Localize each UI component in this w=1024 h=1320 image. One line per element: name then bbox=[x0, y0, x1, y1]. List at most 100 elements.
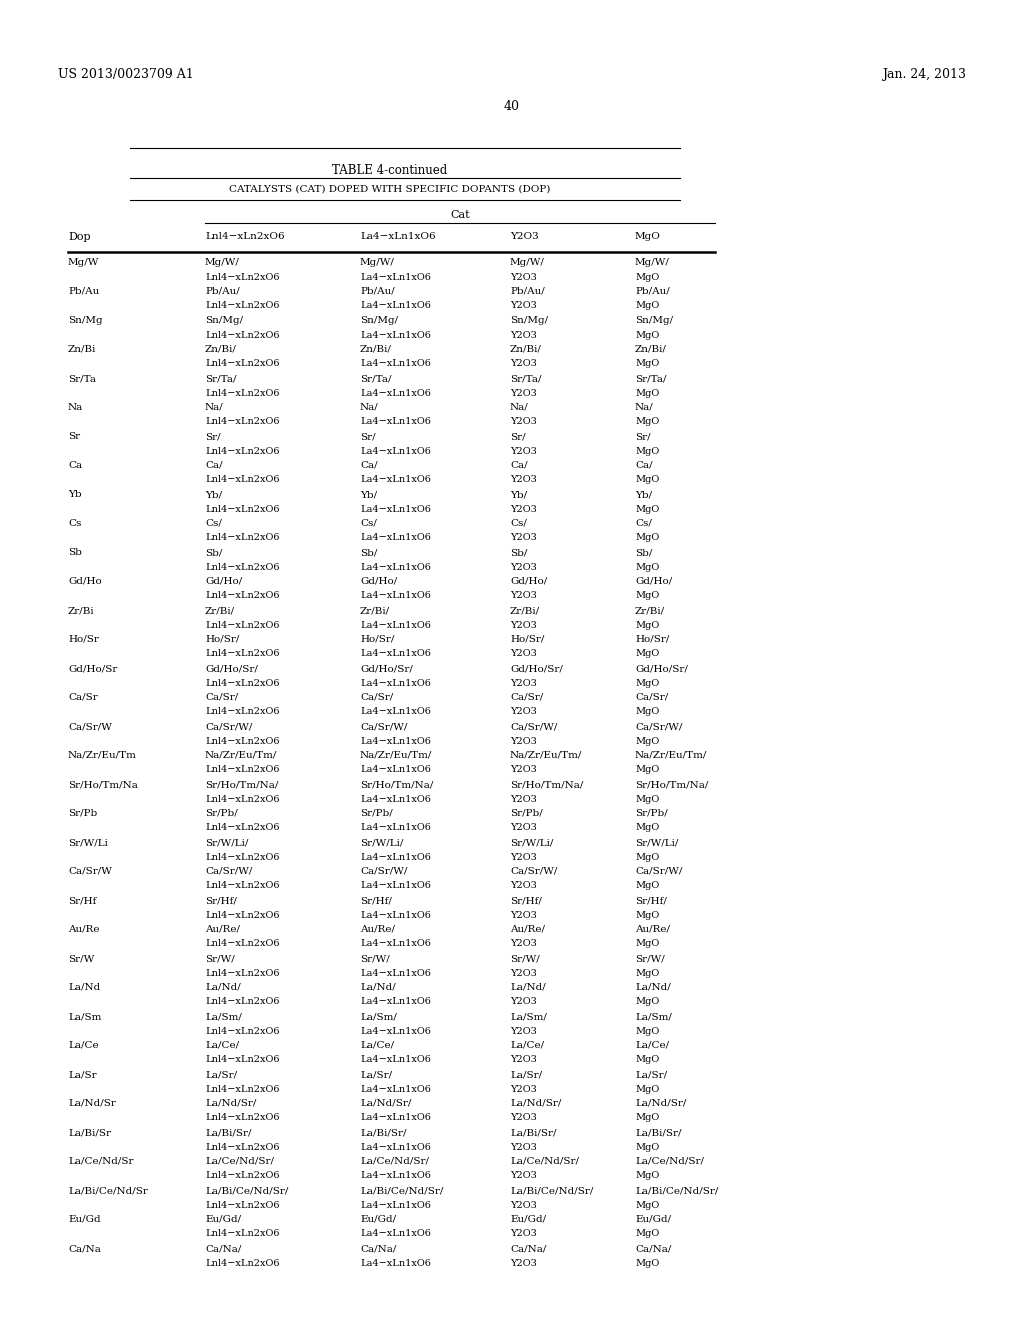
Text: La4−xLn1xO6: La4−xLn1xO6 bbox=[360, 766, 431, 775]
Text: La/Ce/: La/Ce/ bbox=[360, 1041, 394, 1049]
Text: Y2O3: Y2O3 bbox=[510, 232, 539, 242]
Text: Sr/Ta/: Sr/Ta/ bbox=[635, 374, 667, 383]
Text: Sr/Pb/: Sr/Pb/ bbox=[635, 809, 668, 818]
Text: Cs/: Cs/ bbox=[635, 519, 652, 528]
Text: La4−xLn1xO6: La4−xLn1xO6 bbox=[360, 1172, 431, 1180]
Text: Sr/: Sr/ bbox=[205, 432, 220, 441]
Text: Y2O3: Y2O3 bbox=[510, 562, 537, 572]
Text: Y2O3: Y2O3 bbox=[510, 1172, 537, 1180]
Text: MgO: MgO bbox=[635, 504, 659, 513]
Text: Na/: Na/ bbox=[510, 403, 528, 412]
Text: MgO: MgO bbox=[635, 1056, 659, 1064]
Text: Sr/: Sr/ bbox=[635, 432, 650, 441]
Text: La/Sr/: La/Sr/ bbox=[205, 1071, 238, 1078]
Text: Sr/W/: Sr/W/ bbox=[510, 954, 540, 964]
Text: Sn/Mg: Sn/Mg bbox=[68, 315, 102, 325]
Text: Y2O3: Y2O3 bbox=[510, 737, 537, 746]
Text: Ho/Sr/: Ho/Sr/ bbox=[510, 635, 545, 644]
Text: La/Ce: La/Ce bbox=[68, 1041, 98, 1049]
Text: Cat: Cat bbox=[451, 210, 470, 220]
Text: Zn/Bi/: Zn/Bi/ bbox=[510, 345, 542, 354]
Text: Y2O3: Y2O3 bbox=[510, 417, 537, 426]
Text: MgO: MgO bbox=[635, 1172, 659, 1180]
Text: Au/Re/: Au/Re/ bbox=[360, 925, 395, 935]
Text: La4−xLn1xO6: La4−xLn1xO6 bbox=[360, 853, 431, 862]
Text: Zr/Bi/: Zr/Bi/ bbox=[205, 606, 236, 615]
Text: La/Sr: La/Sr bbox=[68, 1071, 96, 1078]
Text: Ho/Sr: Ho/Sr bbox=[68, 635, 99, 644]
Text: La/Sr/: La/Sr/ bbox=[360, 1071, 392, 1078]
Text: La/Sm/: La/Sm/ bbox=[510, 1012, 547, 1020]
Text: Lnl4−xLn2xO6: Lnl4−xLn2xO6 bbox=[205, 766, 280, 775]
Text: Eu/Gd/: Eu/Gd/ bbox=[360, 1214, 396, 1224]
Text: Jan. 24, 2013: Jan. 24, 2013 bbox=[882, 69, 966, 81]
Text: La4−xLn1xO6: La4−xLn1xO6 bbox=[360, 446, 431, 455]
Text: Gd/Ho/: Gd/Ho/ bbox=[205, 577, 243, 586]
Text: Gd/Ho/: Gd/Ho/ bbox=[510, 577, 547, 586]
Text: Lnl4−xLn2xO6: Lnl4−xLn2xO6 bbox=[205, 1200, 280, 1209]
Text: La4−xLn1xO6: La4−xLn1xO6 bbox=[360, 301, 431, 310]
Text: La/Nd/Sr: La/Nd/Sr bbox=[68, 1100, 116, 1107]
Text: Pb/Au: Pb/Au bbox=[68, 286, 99, 296]
Text: Au/Re/: Au/Re/ bbox=[510, 925, 545, 935]
Text: Sb/: Sb/ bbox=[205, 548, 222, 557]
Text: Y2O3: Y2O3 bbox=[510, 475, 537, 484]
Text: Y2O3: Y2O3 bbox=[510, 1229, 537, 1238]
Text: Lnl4−xLn2xO6: Lnl4−xLn2xO6 bbox=[205, 475, 280, 484]
Text: Y2O3: Y2O3 bbox=[510, 1200, 537, 1209]
Text: Cs/: Cs/ bbox=[360, 519, 377, 528]
Text: La4−xLn1xO6: La4−xLn1xO6 bbox=[360, 969, 431, 978]
Text: Pb/Au/: Pb/Au/ bbox=[510, 286, 545, 296]
Text: MgO: MgO bbox=[635, 737, 659, 746]
Text: La4−xLn1xO6: La4−xLn1xO6 bbox=[360, 1143, 431, 1151]
Text: Y2O3: Y2O3 bbox=[510, 620, 537, 630]
Text: La/Sm: La/Sm bbox=[68, 1012, 101, 1020]
Text: La4−xLn1xO6: La4−xLn1xO6 bbox=[360, 1056, 431, 1064]
Text: Yb/: Yb/ bbox=[205, 490, 222, 499]
Text: Gd/Ho: Gd/Ho bbox=[68, 577, 101, 586]
Text: Lnl4−xLn2xO6: Lnl4−xLn2xO6 bbox=[205, 301, 280, 310]
Text: Sr/Hf/: Sr/Hf/ bbox=[510, 896, 542, 906]
Text: Na/: Na/ bbox=[635, 403, 653, 412]
Text: La/Sr/: La/Sr/ bbox=[510, 1071, 542, 1078]
Text: Lnl4−xLn2xO6: Lnl4−xLn2xO6 bbox=[205, 562, 280, 572]
Text: Zr/Bi/: Zr/Bi/ bbox=[360, 606, 390, 615]
Text: Sr/Ho/Tm/Na/: Sr/Ho/Tm/Na/ bbox=[510, 780, 584, 789]
Text: MgO: MgO bbox=[635, 824, 659, 833]
Text: MgO: MgO bbox=[635, 853, 659, 862]
Text: Ca/Sr/: Ca/Sr/ bbox=[360, 693, 393, 702]
Text: MgO: MgO bbox=[635, 795, 659, 804]
Text: La4−xLn1xO6: La4−xLn1xO6 bbox=[360, 1229, 431, 1238]
Text: Lnl4−xLn2xO6: Lnl4−xLn2xO6 bbox=[205, 882, 280, 891]
Text: CATALYSTS (CAT) DOPED WITH SPECIFIC DOPANTS (DOP): CATALYSTS (CAT) DOPED WITH SPECIFIC DOPA… bbox=[229, 185, 551, 194]
Text: Ho/Sr/: Ho/Sr/ bbox=[360, 635, 394, 644]
Text: Sr/Ta/: Sr/Ta/ bbox=[510, 374, 542, 383]
Text: Sr/Ta/: Sr/Ta/ bbox=[360, 374, 391, 383]
Text: La4−xLn1xO6: La4−xLn1xO6 bbox=[360, 620, 431, 630]
Text: La/Ce/: La/Ce/ bbox=[510, 1041, 544, 1049]
Text: La4−xLn1xO6: La4−xLn1xO6 bbox=[360, 882, 431, 891]
Text: Ca/Sr/W/: Ca/Sr/W/ bbox=[205, 722, 252, 731]
Text: MgO: MgO bbox=[635, 1114, 659, 1122]
Text: Zn/Bi/: Zn/Bi/ bbox=[205, 345, 237, 354]
Text: La4−xLn1xO6: La4−xLn1xO6 bbox=[360, 1085, 431, 1093]
Text: La/Ce/Nd/Sr/: La/Ce/Nd/Sr/ bbox=[510, 1158, 579, 1166]
Text: Sr/W/Li: Sr/W/Li bbox=[68, 838, 108, 847]
Text: La/Nd/: La/Nd/ bbox=[205, 983, 241, 993]
Text: La4−xLn1xO6: La4−xLn1xO6 bbox=[360, 232, 435, 242]
Text: La/Nd/Sr/: La/Nd/Sr/ bbox=[510, 1100, 561, 1107]
Text: Lnl4−xLn2xO6: Lnl4−xLn2xO6 bbox=[205, 417, 280, 426]
Text: Ca/: Ca/ bbox=[510, 461, 527, 470]
Text: La4−xLn1xO6: La4−xLn1xO6 bbox=[360, 272, 431, 281]
Text: Gd/Ho/: Gd/Ho/ bbox=[360, 577, 397, 586]
Text: Ca/: Ca/ bbox=[205, 461, 222, 470]
Text: La/Nd/Sr/: La/Nd/Sr/ bbox=[635, 1100, 686, 1107]
Text: Y2O3: Y2O3 bbox=[510, 882, 537, 891]
Text: Yb/: Yb/ bbox=[510, 490, 527, 499]
Text: Lnl4−xLn2xO6: Lnl4−xLn2xO6 bbox=[205, 1056, 280, 1064]
Text: Ca/Na/: Ca/Na/ bbox=[360, 1243, 396, 1253]
Text: La/Sr/: La/Sr/ bbox=[635, 1071, 667, 1078]
Text: Yb: Yb bbox=[68, 490, 82, 499]
Text: Yb/: Yb/ bbox=[360, 490, 377, 499]
Text: La/Nd/Sr/: La/Nd/Sr/ bbox=[205, 1100, 256, 1107]
